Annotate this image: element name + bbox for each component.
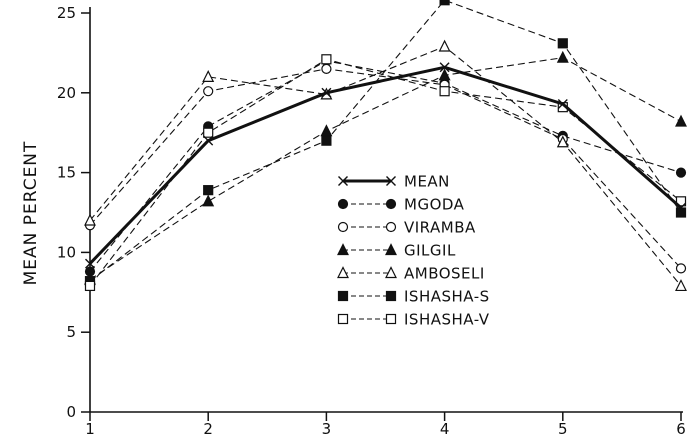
series-layer <box>84 0 687 292</box>
data-point <box>337 266 349 279</box>
legend-item: ISHASHA-S <box>337 288 490 306</box>
data-point <box>438 39 451 52</box>
data-point <box>337 243 349 256</box>
y-tick-label: 15 <box>57 164 76 182</box>
data-point <box>85 258 95 269</box>
series-line <box>89 57 682 280</box>
legend-item: GILGIL <box>337 242 456 260</box>
x-tick-label: 3 <box>322 420 332 435</box>
data-point <box>203 185 214 196</box>
data-point <box>556 50 569 63</box>
data-point <box>675 263 687 274</box>
data-point <box>675 207 687 218</box>
data-point-stroke <box>321 87 332 98</box>
series-viramba <box>84 63 687 274</box>
legend-label: ISHASHA-S <box>404 288 490 306</box>
data-point <box>675 114 687 127</box>
legend-label: AMBOSELI <box>404 265 485 283</box>
data-point <box>385 198 397 210</box>
data-point <box>337 313 349 325</box>
data-point <box>386 176 396 186</box>
data-point <box>557 38 568 49</box>
legend-label: GILGIL <box>404 242 456 260</box>
legend: MEAN MGODA VIRAMBA GILGIL AMBOSELI ISHASHA-S I… <box>337 173 490 329</box>
data-point-stroke <box>439 62 450 73</box>
y-tick-label: 25 <box>57 4 76 22</box>
legend-item: ISHASHA-V <box>337 311 490 329</box>
series-gilgil <box>84 50 687 285</box>
data-point <box>385 290 397 302</box>
data-point <box>675 279 687 292</box>
legend-label: ISHASHA-V <box>404 311 490 329</box>
data-point <box>337 221 349 233</box>
y-axis-title: MEAN PERCENT <box>21 141 41 286</box>
data-point <box>676 202 686 213</box>
data-point <box>439 62 450 73</box>
series-line <box>89 60 682 272</box>
legend-item: VIRAMBA <box>337 219 476 237</box>
legend-item: MGODA <box>337 196 465 214</box>
data-point <box>439 86 450 97</box>
data-point <box>321 87 332 98</box>
legend-label: MGODA <box>404 196 465 214</box>
data-point <box>321 54 332 65</box>
data-point <box>337 198 349 210</box>
y-tick-label: 5 <box>66 323 76 341</box>
data-point-stroke <box>676 202 686 213</box>
y-tick-label: 10 <box>57 243 76 261</box>
data-point <box>84 213 96 226</box>
data-point <box>556 135 569 148</box>
legend-item: AMBOSELI <box>337 265 485 283</box>
data-point <box>337 290 349 302</box>
data-point <box>203 86 214 97</box>
axes <box>89 7 683 413</box>
legend-label: VIRAMBA <box>404 219 476 237</box>
data-point <box>675 167 687 178</box>
data-point <box>557 98 568 109</box>
x-tick-label: 5 <box>558 420 568 435</box>
series-line <box>89 0 682 282</box>
data-point <box>385 243 397 256</box>
data-point <box>202 194 215 207</box>
data-point <box>439 0 450 6</box>
legend-label: MEAN <box>404 173 450 191</box>
x-tick-label: 6 <box>676 420 686 435</box>
data-point-stroke <box>338 176 348 186</box>
legend-item: MEAN <box>338 173 450 191</box>
series-mean <box>85 62 686 269</box>
x-tick-label: 4 <box>440 420 450 435</box>
series-line <box>88 65 682 265</box>
data-point <box>438 68 451 81</box>
data-point <box>203 127 214 138</box>
data-point <box>385 266 397 279</box>
y-tick-label: 20 <box>57 84 76 102</box>
data-point <box>84 280 96 292</box>
data-point <box>385 313 397 325</box>
series-amboseli <box>84 39 687 292</box>
series-ishasha-s <box>84 0 687 287</box>
x-tick-label: 1 <box>85 420 95 435</box>
data-point-stroke <box>85 258 95 269</box>
data-point <box>321 135 332 146</box>
data-point <box>338 176 348 186</box>
data-point <box>202 69 215 82</box>
data-point <box>203 135 214 146</box>
series-line <box>89 68 682 269</box>
data-point <box>321 63 332 74</box>
data-point <box>320 124 333 137</box>
data-point-stroke <box>386 176 396 186</box>
data-point-stroke <box>557 98 568 109</box>
y-tick-label: 0 <box>66 403 76 421</box>
data-point <box>385 221 397 233</box>
x-tick-label: 2 <box>203 420 213 435</box>
data-point-stroke <box>203 135 214 146</box>
axis-ticks: 0 5 10 15 20 25 1 2 3 4 5 6 <box>57 4 686 435</box>
